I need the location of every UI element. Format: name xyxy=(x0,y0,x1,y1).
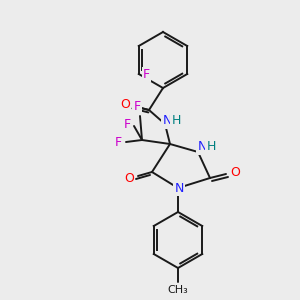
Text: F: F xyxy=(143,68,150,80)
Text: F: F xyxy=(114,136,122,148)
Text: N: N xyxy=(162,115,172,128)
Text: O: O xyxy=(124,172,134,184)
Text: F: F xyxy=(123,118,130,130)
Text: H: H xyxy=(206,140,216,154)
Text: O: O xyxy=(120,98,130,112)
Text: N: N xyxy=(174,182,184,194)
Text: O: O xyxy=(230,167,240,179)
Text: F: F xyxy=(134,100,141,113)
Text: H: H xyxy=(171,115,181,128)
Text: N: N xyxy=(197,140,207,154)
Text: CH₃: CH₃ xyxy=(168,285,188,295)
